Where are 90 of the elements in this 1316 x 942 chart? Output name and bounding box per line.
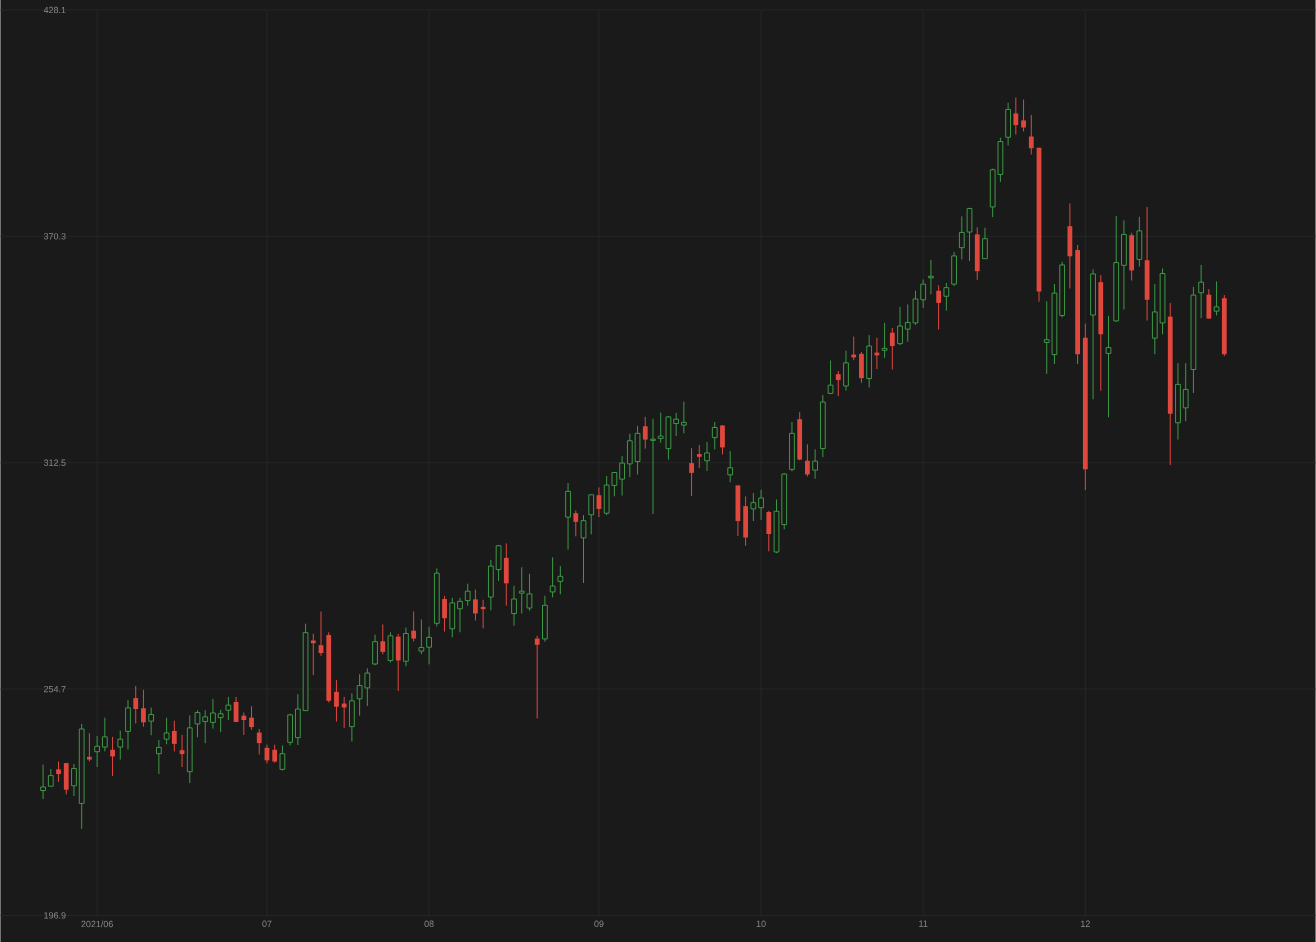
candlestick xyxy=(534,635,540,719)
candlestick xyxy=(897,306,903,346)
candlestick xyxy=(40,763,46,800)
x-tick-label: 08 xyxy=(424,920,434,927)
candlestick xyxy=(148,706,155,736)
candlestick xyxy=(372,633,378,666)
candlestick xyxy=(457,597,463,633)
candlestick xyxy=(511,584,517,626)
candlestick xyxy=(580,514,587,584)
candlestick xyxy=(843,350,849,391)
candlestick xyxy=(680,400,687,434)
candlestick xyxy=(549,556,556,598)
x-tick-label: 11 xyxy=(919,920,928,927)
candlestick xyxy=(141,689,146,727)
candlestick xyxy=(1105,315,1112,418)
candlestick xyxy=(117,729,124,760)
candlestick xyxy=(573,509,579,537)
candlestick xyxy=(673,412,680,437)
candlestick xyxy=(711,421,718,450)
x-tick-label: 09 xyxy=(594,920,604,927)
candlestick xyxy=(936,284,942,330)
candlestick xyxy=(256,728,262,755)
candlestick xyxy=(650,418,656,515)
candlestick xyxy=(1198,264,1205,319)
x-tick-label: 07 xyxy=(262,920,272,927)
candlestick xyxy=(1213,280,1220,316)
candlestick xyxy=(696,444,702,469)
candlestick xyxy=(71,763,77,797)
candlestick xyxy=(442,595,447,632)
candlestick xyxy=(241,711,247,736)
candlestick xyxy=(982,227,988,259)
candlestick xyxy=(171,720,177,752)
candlestick xyxy=(704,441,710,472)
candlestick xyxy=(110,736,115,777)
candlestick xyxy=(943,282,950,312)
candlestick xyxy=(125,699,131,750)
candlestick xyxy=(426,626,432,665)
candlestick xyxy=(758,489,764,521)
candlestick xyxy=(835,370,841,397)
candlestick xyxy=(812,448,819,480)
candlestick xyxy=(889,327,895,370)
candlestick xyxy=(1182,362,1189,422)
y-tick-label: 196.9 xyxy=(44,912,66,919)
candlestick xyxy=(557,565,564,595)
candlestick xyxy=(1021,98,1026,132)
candlestick xyxy=(249,705,254,731)
candlestick xyxy=(766,510,772,552)
y-tick-label: 312.5 xyxy=(43,459,66,466)
candlestick xyxy=(619,455,625,496)
candlestick xyxy=(928,259,934,295)
candlestick xyxy=(480,599,486,629)
candlestick xyxy=(210,698,216,729)
candlestick xyxy=(1028,114,1034,155)
candlestick xyxy=(727,450,734,483)
candlestick xyxy=(225,696,232,721)
x-tick-label: 12 xyxy=(1081,920,1090,927)
candlestick xyxy=(495,544,502,582)
candlestick xyxy=(395,633,401,692)
y-tick-label: 428.1 xyxy=(43,6,66,13)
candlestick xyxy=(1013,97,1019,135)
candlestick xyxy=(133,685,139,724)
candlestick xyxy=(626,433,633,478)
candlestick xyxy=(163,716,170,745)
candlestick xyxy=(380,623,386,655)
candlestick xyxy=(827,359,834,395)
candlestick xyxy=(279,744,286,771)
candlestick xyxy=(56,760,61,783)
candlestick xyxy=(334,679,339,722)
candlestick xyxy=(94,735,101,768)
candlestick xyxy=(464,583,471,606)
candlestick xyxy=(720,424,725,455)
candlestick xyxy=(805,443,810,477)
candlestick xyxy=(272,743,278,763)
candlestick xyxy=(689,447,694,497)
x-tick-label: 10 xyxy=(756,920,766,927)
candlestick xyxy=(411,610,417,642)
candlestick xyxy=(750,492,757,522)
candlestick xyxy=(101,716,108,752)
y-tick-label: 370.3 xyxy=(43,232,66,240)
candlestick xyxy=(87,732,92,762)
candlestick xyxy=(1206,288,1212,319)
candlestick xyxy=(881,322,888,359)
candlestick xyxy=(155,739,162,775)
candlestick xyxy=(418,618,425,655)
candlestick xyxy=(473,588,478,621)
y-tick-label: 254.7 xyxy=(44,685,66,693)
candlestick xyxy=(588,494,595,535)
x-tick-label: 2021/06 xyxy=(81,920,113,928)
candlestick xyxy=(642,416,648,449)
candlestick xyxy=(217,709,224,733)
